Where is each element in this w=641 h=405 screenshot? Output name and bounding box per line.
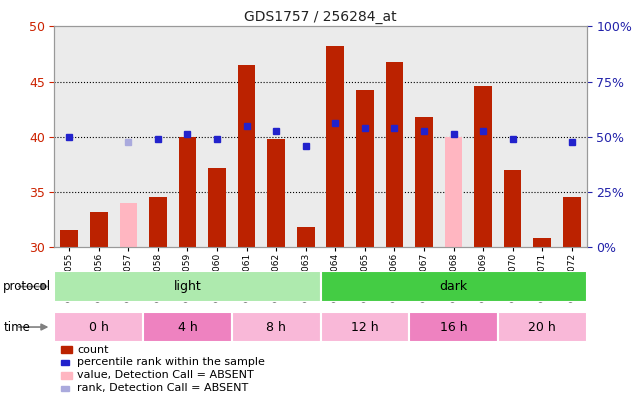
Text: 20 h: 20 h [528, 320, 556, 334]
Text: light: light [174, 280, 201, 293]
Bar [232, 312, 320, 342]
Bar [563, 197, 581, 247]
Bar [504, 170, 522, 247]
Bar [320, 312, 409, 342]
Bar [179, 137, 196, 247]
Text: count: count [77, 345, 108, 354]
Text: protocol: protocol [3, 280, 51, 293]
Bar [60, 230, 78, 247]
Bar [61, 360, 69, 365]
Bar [61, 372, 72, 379]
Bar [533, 238, 551, 247]
Text: percentile rank within the sample: percentile rank within the sample [77, 358, 265, 367]
Bar [149, 197, 167, 247]
Bar [498, 312, 587, 342]
Text: 8 h: 8 h [266, 320, 286, 334]
Bar [474, 86, 492, 247]
Bar [320, 271, 587, 302]
Text: dark: dark [440, 280, 467, 293]
Bar [297, 227, 315, 247]
Bar [61, 346, 72, 353]
Bar [326, 46, 344, 247]
Bar [415, 117, 433, 247]
Bar [119, 203, 137, 247]
Text: GDS1757 / 256284_at: GDS1757 / 256284_at [244, 10, 397, 24]
Bar [409, 312, 498, 342]
Bar [143, 312, 232, 342]
Text: 4 h: 4 h [178, 320, 197, 334]
Bar [267, 139, 285, 247]
Bar [385, 62, 403, 247]
Bar [61, 386, 69, 391]
Bar [208, 168, 226, 247]
Text: value, Detection Call = ABSENT: value, Detection Call = ABSENT [77, 371, 254, 380]
Bar [445, 137, 462, 247]
Text: 12 h: 12 h [351, 320, 379, 334]
Bar [90, 212, 108, 247]
Text: rank, Detection Call = ABSENT: rank, Detection Call = ABSENT [77, 384, 248, 393]
Text: time: time [3, 320, 30, 334]
Bar [54, 312, 143, 342]
Text: 16 h: 16 h [440, 320, 467, 334]
Bar [54, 271, 320, 302]
Bar [356, 90, 374, 247]
Bar [238, 65, 256, 247]
Text: 0 h: 0 h [89, 320, 109, 334]
